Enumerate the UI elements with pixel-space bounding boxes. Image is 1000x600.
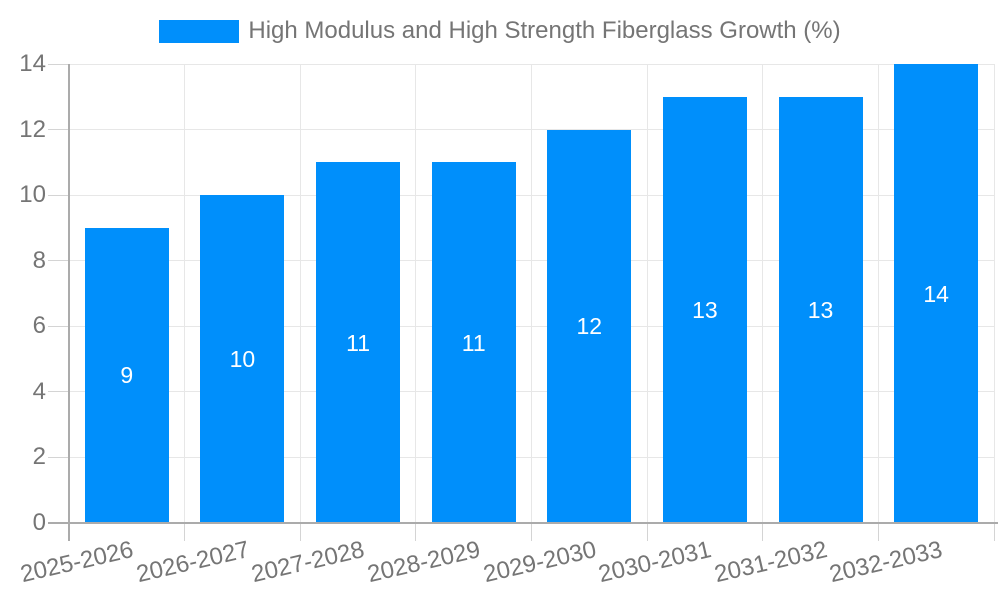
- bar-value-label: 12: [576, 313, 603, 340]
- x-gridline: [299, 64, 301, 523]
- bar-value-label: 9: [120, 362, 134, 389]
- y-axis-tick-label: 8: [32, 246, 46, 274]
- x-tick: [993, 523, 995, 541]
- x-gridline: [415, 64, 417, 523]
- x-tick: [415, 523, 417, 541]
- x-axis-tick-label: 2031-2032: [711, 536, 830, 589]
- x-axis-line: [48, 522, 998, 524]
- bar: 11: [316, 162, 401, 523]
- y-axis-tick-label: 12: [19, 115, 46, 143]
- legend-label: High Modulus and High Strength Fiberglas…: [248, 17, 841, 44]
- x-gridline: [531, 64, 532, 523]
- y-tick: [48, 391, 69, 393]
- y-tick: [48, 194, 69, 196]
- y-axis-line: [68, 64, 70, 541]
- bar: 14: [894, 64, 979, 523]
- bar-value-label: 14: [923, 280, 949, 307]
- x-axis-tick-label: 2029-2030: [480, 536, 599, 589]
- legend-swatch: [159, 19, 240, 43]
- y-tick: [48, 325, 69, 327]
- x-axis-tick-label: 2030-2031: [596, 536, 715, 589]
- y-axis-tick-label: 4: [32, 377, 46, 405]
- chart-legend: High Modulus and High Strength Fiberglas…: [0, 17, 1000, 45]
- x-axis-tick-label: 2028-2029: [364, 536, 483, 589]
- x-tick: [299, 523, 301, 541]
- y-tick: [48, 129, 69, 131]
- y-axis-tick-label: 10: [19, 181, 46, 209]
- y-tick: [48, 260, 69, 262]
- bar: 13: [778, 96, 863, 523]
- x-axis-tick-label: 2025-2026: [17, 536, 136, 589]
- y-axis-tick-label: 14: [19, 50, 46, 77]
- bar-value-label: 11: [461, 329, 486, 356]
- x-gridline: [184, 64, 186, 523]
- bar: 11: [431, 162, 516, 523]
- y-axis-tick-label: 6: [32, 312, 46, 340]
- x-tick: [877, 523, 879, 541]
- bar: 12: [547, 129, 632, 523]
- y-tick: [48, 456, 69, 458]
- x-gridline: [877, 64, 879, 523]
- x-tick: [646, 523, 648, 541]
- bar: 13: [662, 96, 747, 523]
- bar-value-label: 13: [692, 296, 718, 323]
- y-axis-tick-label: 2: [32, 443, 46, 471]
- x-gridline: [762, 64, 764, 523]
- x-gridline: [993, 64, 995, 523]
- bar-value-label: 13: [807, 296, 834, 323]
- x-tick: [531, 523, 532, 541]
- x-axis-tick-label: 2027-2028: [249, 536, 368, 589]
- y-axis-tick-label: 0: [32, 509, 46, 536]
- x-gridline: [646, 64, 648, 523]
- x-axis-tick-label: 2026-2027: [133, 536, 252, 589]
- x-tick: [184, 523, 186, 541]
- bar-value-label: 11: [346, 329, 370, 356]
- bar: 10: [200, 195, 285, 523]
- x-axis-tick-label: 2032-2033: [827, 536, 946, 589]
- y-tick: [48, 63, 69, 65]
- x-tick: [762, 523, 764, 541]
- bar-value-label: 10: [229, 346, 256, 373]
- bar: 9: [84, 227, 169, 523]
